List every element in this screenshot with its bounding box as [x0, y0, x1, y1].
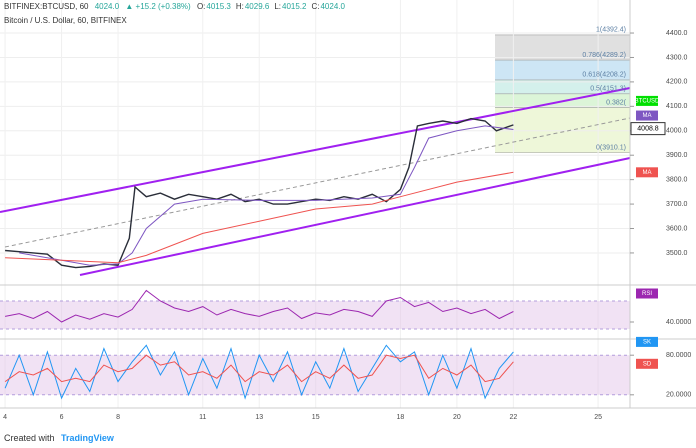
y-tick-label: 40.0000 — [666, 319, 691, 326]
y-tick-label: 4300.0 — [666, 54, 688, 61]
ohlc: O:4015.3 H:4029.6 L:4015.2 C:4024.0 — [197, 2, 350, 11]
axis-layer: 3500.0 3600.0 3700.0 3800.0 3900.0 4000.0 4100… — [3, 27, 691, 421]
fib-label: 0.618(4208.2) — [582, 72, 626, 79]
y-tick-label: 4000.0 — [666, 128, 688, 135]
fib-zone — [495, 34, 630, 61]
fib-label: 0.382( — [606, 100, 627, 107]
fib-label: 0(3910.1) — [596, 145, 626, 152]
y-tick-label: 3800.0 — [666, 176, 688, 183]
badge-bg — [636, 167, 658, 178]
chart-title: Bitcoin / U.S. Dollar, 60, BITFINEX — [4, 16, 127, 25]
fib-zone — [495, 107, 630, 153]
fib-label: 0.786(4289.2) — [582, 52, 626, 59]
fib-label: 1(4392.4) — [596, 27, 626, 34]
x-tick-label: 18 — [397, 414, 405, 421]
ohlc-value: 4015.2 — [282, 2, 307, 11]
y-tick-label: 4200.0 — [666, 79, 688, 86]
grid-layer — [0, 0, 630, 408]
y-tick-label: 3700.0 — [666, 201, 688, 208]
ohlc-value: 4029.6 — [244, 2, 270, 11]
footer-brand: TradingView — [61, 433, 114, 443]
y-tick-label: 3900.0 — [666, 152, 688, 159]
footer: Created with TradingView — [4, 433, 118, 443]
price-tag-bg — [630, 122, 666, 136]
ohlc-value: 4015.3 — [206, 2, 231, 11]
legend-badge: MA — [643, 113, 652, 119]
footer-text: Created with — [4, 433, 55, 443]
y-tick-label: 80.0000 — [666, 352, 691, 359]
badge-bg — [636, 336, 658, 347]
indicator-band — [0, 301, 630, 329]
ohlc-key: H: — [235, 2, 244, 11]
x-tick-label: 15 — [312, 414, 320, 421]
series-line — [4, 354, 514, 383]
x-tick-label: 6 — [60, 414, 64, 421]
badge-bg — [636, 95, 658, 106]
ohlc-key: L: — [274, 2, 281, 11]
fib-zone — [495, 60, 630, 80]
series-layer — [4, 117, 514, 400]
badge-bg — [636, 358, 658, 369]
y-tick-label: 3600.0 — [666, 225, 688, 232]
price-axis-bg — [630, 0, 696, 448]
badge-bg — [636, 288, 658, 299]
x-tick-label: 8 — [116, 414, 120, 421]
legend-badge: SD — [643, 361, 652, 367]
ohlc-key: O: — [196, 2, 206, 11]
fib-label: 0.5(4151.3) — [590, 86, 626, 93]
ohlc-value: 4024.0 — [320, 2, 345, 11]
x-tick-label: 4 — [3, 414, 7, 421]
change: ▲ +15.2 (+0.38%) — [125, 2, 191, 11]
channel-upper — [0, 87, 631, 213]
y-tick-label: 20.0000 — [666, 392, 691, 399]
header: BITFINEX:BTCUSD, 60 4024.0 ▲ +15.2 (+0.3… — [4, 2, 354, 11]
indicator-band — [0, 355, 630, 395]
badge-bg — [636, 110, 658, 121]
symbol: BITFINEX:BTCUSD, 60 — [4, 2, 89, 11]
x-tick-label: 22 — [509, 414, 517, 421]
y-tick-label: 4400.0 — [666, 30, 688, 37]
legend-badge: BTCUSD — [635, 98, 660, 104]
trend-dashed — [4, 117, 631, 248]
series-line — [19, 125, 514, 266]
channel-lower — [79, 157, 631, 276]
series-line — [5, 289, 514, 323]
legend-badge: SK — [643, 339, 651, 345]
x-tick-label: 20 — [453, 414, 461, 421]
y-tick-label: 4100.0 — [666, 103, 688, 110]
ohlc-key: C: — [311, 2, 320, 11]
price-tag: 4008.8 — [637, 125, 659, 132]
legend-badge: MA — [643, 170, 652, 176]
x-tick-label: 11 — [199, 414, 206, 421]
x-tick-label: 13 — [255, 414, 263, 421]
last-price: 4024.0 — [94, 2, 120, 11]
y-tick-label: 3500.0 — [666, 250, 688, 257]
legend-badge: RSI — [642, 291, 652, 297]
series-line — [5, 171, 514, 264]
series-line — [5, 117, 514, 269]
fib-zone — [495, 79, 630, 94]
x-tick-label: 25 — [594, 414, 602, 421]
series-line — [4, 344, 514, 400]
